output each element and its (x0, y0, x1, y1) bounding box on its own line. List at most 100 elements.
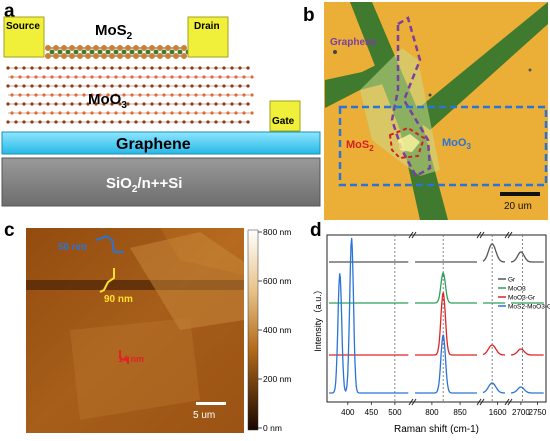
moo3-atom (6, 120, 10, 124)
moo3-atom (14, 84, 18, 88)
profile-90nm (99, 268, 115, 293)
moo3-atom (238, 120, 242, 124)
moo3-atom (86, 120, 90, 124)
moo3-atom (114, 75, 118, 79)
moo3-atom (130, 93, 134, 97)
moo3-atom (10, 111, 14, 115)
mos2-atom (165, 45, 171, 51)
moo3-atom (106, 93, 110, 97)
moo3-atom (34, 111, 38, 115)
moo3-atom (74, 111, 78, 115)
moo3-atom (126, 102, 130, 106)
moo3-atom (234, 75, 238, 79)
moo3-atom (202, 111, 206, 115)
moo3-atom (126, 84, 130, 88)
moo3-atom (190, 84, 194, 88)
moo3-atom (82, 75, 86, 79)
moo3-atom (110, 66, 114, 70)
moo3-atom (50, 93, 54, 97)
x-tick-label: 2700 (512, 408, 530, 417)
mos2-atom (69, 45, 75, 51)
moo3-atom (30, 66, 34, 70)
moo3-atom (166, 120, 170, 124)
axis-break (411, 398, 417, 406)
moo3-atom (98, 93, 102, 97)
moo3-atom (230, 120, 234, 124)
profile-14nm (119, 350, 129, 364)
moo3-atom (134, 66, 138, 70)
moo3-atom (166, 84, 170, 88)
moo3-atom (182, 120, 186, 124)
moo3-atom (238, 66, 242, 70)
moo3-atom (190, 120, 194, 124)
s-atom (177, 49, 183, 55)
profile-50nm (95, 234, 124, 253)
graphene-outline (390, 16, 432, 178)
mos2-atom (93, 53, 99, 59)
moo3-atom (122, 75, 126, 79)
s-atom (73, 49, 79, 55)
moo3-atom (82, 93, 86, 97)
moo3-lattice (6, 66, 254, 124)
moo3-atom (106, 111, 110, 115)
moo3-atom (186, 93, 190, 97)
moo3-atom (214, 102, 218, 106)
moo3-atom (74, 75, 78, 79)
plot-frame (326, 234, 547, 403)
moo3-atom (126, 120, 130, 124)
moo3-atom (246, 102, 250, 106)
moo3-atom (110, 120, 114, 124)
moo3-atom (70, 102, 74, 106)
moo3-flake (360, 48, 440, 176)
axis-break (408, 398, 414, 406)
panel-a: a Source Drain MoS2 MoO3 Gate Graphene S… (1, 1, 321, 207)
moo3-atom (142, 66, 146, 70)
s-atom (169, 49, 175, 55)
scale-label-c: 5 um (193, 410, 215, 421)
moo3-atom (198, 84, 202, 88)
legend-label: MoS2-MoO3-Gr (508, 304, 550, 311)
drain-label: Drain (194, 21, 220, 32)
mos2-atom (77, 45, 83, 51)
moo3-atom (54, 120, 58, 124)
axis-break (504, 398, 510, 406)
moo3-atom (94, 84, 98, 88)
moo3-atom (6, 66, 10, 70)
series-line (329, 243, 544, 263)
moo3-atom (174, 84, 178, 88)
moo3-atom (142, 84, 146, 88)
moo3-atom (170, 75, 174, 79)
moo3-atom (218, 111, 222, 115)
moo3-atom (238, 84, 242, 88)
scale-bar-b (500, 192, 540, 196)
moo3-outline (338, 105, 548, 187)
moo3-atom (78, 120, 82, 124)
colorbar-tick-label: 400 nm (263, 325, 291, 335)
moo3-atom (162, 93, 166, 97)
moo3-atom (118, 102, 122, 106)
moo3-atom (234, 93, 238, 97)
moo3-atom (118, 84, 122, 88)
moo3-atom (158, 84, 162, 88)
s-atom (81, 49, 87, 55)
mos2-atom (181, 53, 187, 59)
moo3-atom (38, 102, 42, 106)
moo3-atom (238, 102, 242, 106)
moo3-atom (190, 102, 194, 106)
mos2-atom (85, 53, 91, 59)
moo3-atom (186, 111, 190, 115)
moo3-atom (158, 66, 162, 70)
moo3-atom (214, 120, 218, 124)
moo3-atom (74, 93, 78, 97)
x-tick-label: 850 (453, 408, 467, 417)
moo3-atom (206, 102, 210, 106)
moo3-atom (182, 84, 186, 88)
moo3-atom (210, 75, 214, 79)
moo3-atom (158, 102, 162, 106)
moo3-atom (46, 84, 50, 88)
moo3-atom (30, 102, 34, 106)
axis-break (476, 398, 482, 406)
moo3-atom (194, 111, 198, 115)
colorbar-tick-label: 600 nm (263, 276, 291, 286)
moo3-atom (234, 111, 238, 115)
